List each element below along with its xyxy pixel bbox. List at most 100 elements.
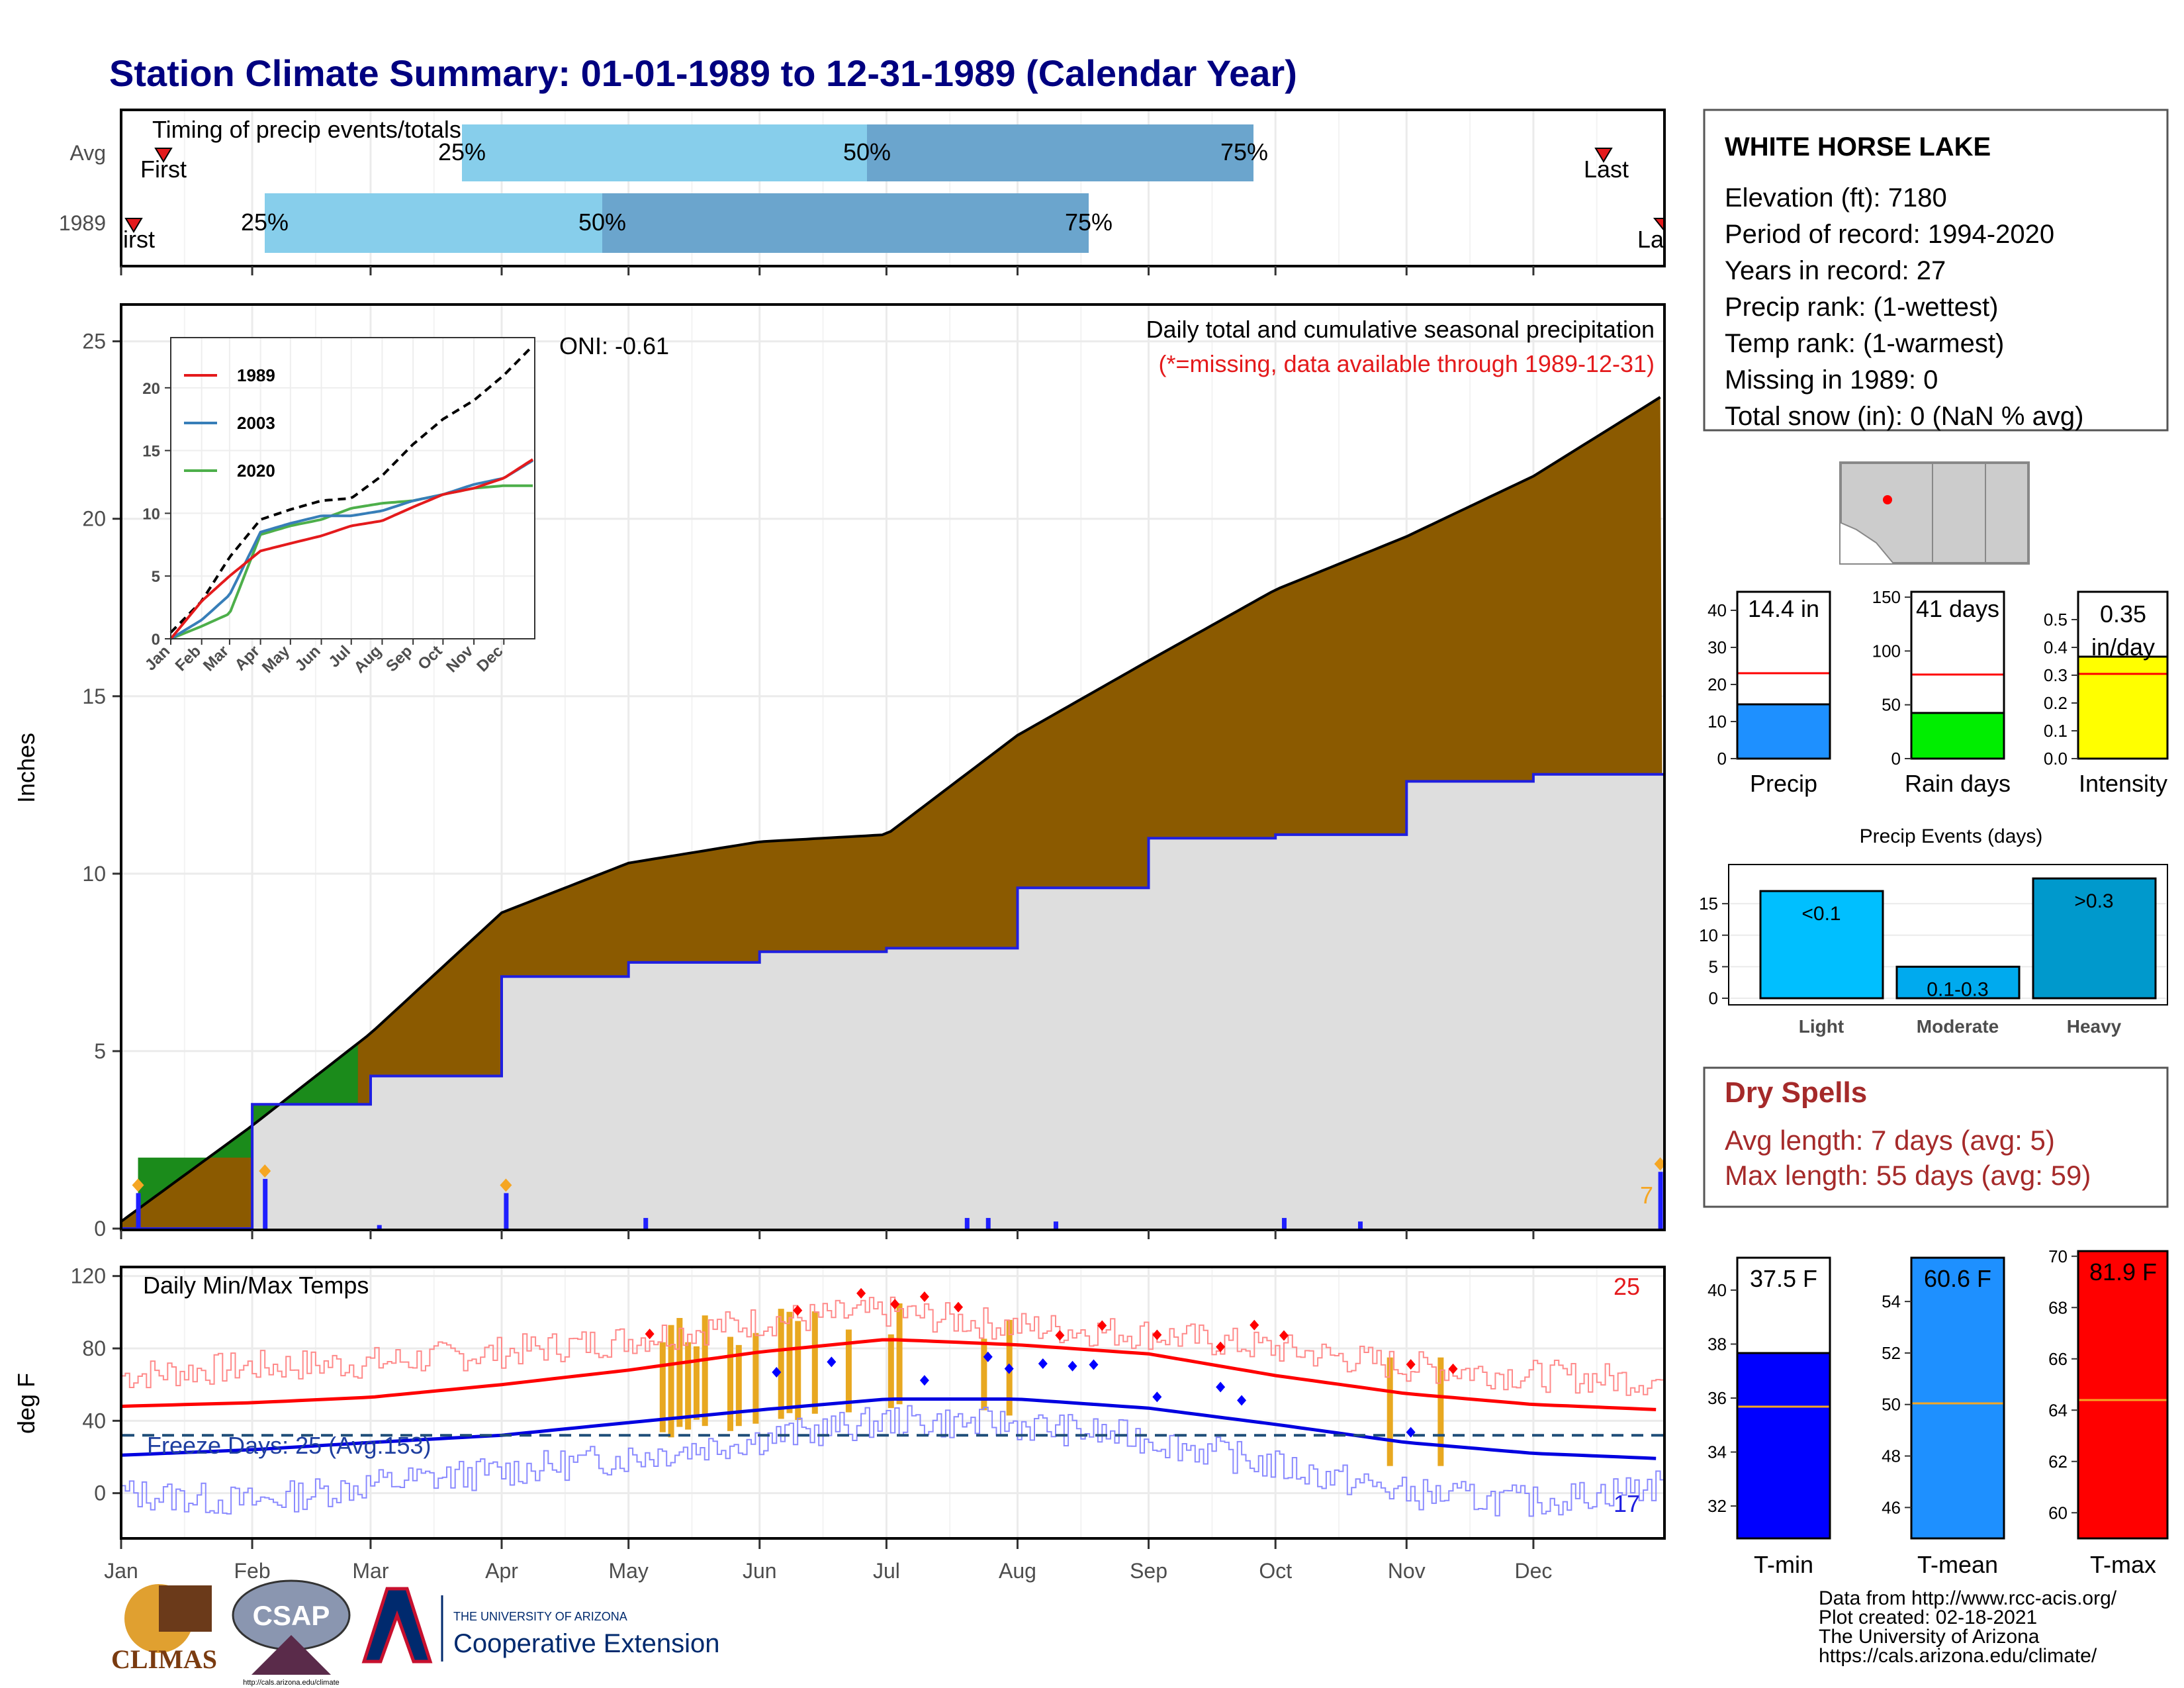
events-y-tick-label: 15 — [1699, 894, 1718, 914]
inset-legend-label: 2003 — [237, 413, 275, 433]
y-tick-label: 5 — [94, 1039, 106, 1063]
record-high-marker — [1216, 1341, 1226, 1352]
record-high-marker — [1250, 1319, 1259, 1331]
temp-range-bar — [676, 1318, 683, 1427]
temp-range-bar — [727, 1336, 734, 1431]
temp-range-bar — [685, 1342, 692, 1430]
mini-y-tick-label: 150 — [1872, 587, 1901, 607]
month-tick-label: May — [608, 1559, 648, 1583]
freeze-days-label: Freeze Days: 25 (Avg:153) — [147, 1432, 432, 1459]
station-location-dot — [1883, 495, 1892, 504]
station-line-4: Precip rank: (1-wettest) — [1725, 293, 1998, 322]
avg-min-line — [120, 1397, 1657, 1460]
y1989-first-marker — [124, 218, 143, 233]
intensity-mini-chart: 0.35 in/day Intensity 0.0 0.1 0.2 0.3 0.4 0.5 — [2044, 590, 2169, 797]
station-line-3: Years in record: 27 — [1725, 256, 1946, 285]
inset-x-tick-label: Nov — [443, 642, 477, 677]
y1989-q25-q50-bar — [265, 193, 602, 253]
cold-day-count: 17 — [1614, 1490, 1640, 1517]
tmax-bar — [2077, 1250, 2169, 1540]
daily-precip-bar — [643, 1217, 649, 1229]
mini-y-tick-label: 38 — [1707, 1334, 1727, 1354]
mini-y-tick-label: 32 — [1707, 1496, 1727, 1516]
month-tick-label: Aug — [999, 1559, 1036, 1583]
inset-y-tick-label: 0 — [152, 631, 160, 649]
inset-frame — [170, 337, 535, 639]
avg-cumulative-line — [120, 396, 1661, 1223]
temp-range-bar — [778, 1309, 784, 1419]
precip-mini-frame — [1736, 590, 1831, 760]
max-precip-marker — [132, 1178, 144, 1192]
temp-range-bar — [1437, 1357, 1444, 1466]
inset-x-tick-label: May — [259, 642, 294, 677]
climas-logo-text: CLIMAS — [111, 1644, 217, 1674]
station-line-1: Elevation (ft): 7180 — [1725, 183, 1947, 212]
y-tick-label: 40 — [82, 1409, 106, 1432]
raindays-mini-frame — [1910, 590, 2005, 760]
event-bar-label: >0.3 — [2074, 890, 2113, 912]
mini-y-tick-label: 10 — [1707, 712, 1727, 731]
inset-x-tick-label: Sep — [383, 642, 416, 675]
mini-y-tick-label: 52 — [1882, 1343, 1901, 1363]
record-low-marker — [1152, 1391, 1162, 1403]
uofa-a-icon — [361, 1587, 433, 1664]
mini-y-tick-label: 0.0 — [2044, 749, 2068, 769]
inset-y-tick-label: 20 — [142, 380, 160, 398]
mini-y-tick-label: 36 — [1707, 1388, 1727, 1408]
tmean-chart: 60.6 F T-mean 46 48 50 52 54 — [1882, 1256, 2005, 1578]
mini-y-tick-label: 64 — [2048, 1400, 2068, 1420]
uofa-logo: THE UNIVERSITY OF ARIZONA Cooperative Ex… — [361, 1587, 719, 1664]
y1989-q25-label: 25% — [241, 209, 289, 236]
month-tick-label: Jul — [873, 1559, 900, 1583]
events-y-tick-label: 10 — [1699, 925, 1718, 945]
climas-logo: CLIMAS — [111, 1584, 217, 1674]
record-high-marker — [645, 1329, 655, 1340]
daily-precip-bar — [1658, 1172, 1663, 1229]
events-x-label: Light — [1799, 1016, 1844, 1037]
y1989-q50-label: 50% — [578, 209, 626, 236]
y1989-first-label: irst — [123, 226, 155, 253]
inset-x-tick-label: Apr — [232, 642, 263, 674]
tmax-frame — [2077, 1250, 2169, 1540]
events-x-label: Heavy — [2067, 1016, 2122, 1037]
event-bar-light — [1759, 890, 1884, 1000]
tmean-value: 60.6 F — [1924, 1265, 1991, 1292]
mini-y-tick-label: 0.1 — [2044, 721, 2068, 741]
y-tick-label: 20 — [82, 507, 106, 531]
month-tick-label: Apr — [485, 1559, 518, 1583]
inset-legend-label: 1989 — [237, 365, 275, 385]
precip-total-bar — [1736, 703, 1831, 760]
timing-panel: Timing of precip events/totals Avg 1989 … — [59, 109, 1666, 275]
climas-mesa-icon — [159, 1585, 212, 1632]
precip-mini-label: Precip — [1750, 770, 1817, 797]
record-low-marker — [983, 1351, 993, 1362]
event-bar-label: 0.1-0.3 — [1927, 978, 1988, 1000]
precip-events-chart: Precip Events (days) <0.1 0.1-0.3 >0.3 0 5 1… — [1699, 825, 2168, 1037]
record-high-marker — [1097, 1320, 1107, 1331]
mini-y-tick-label: 0.4 — [2044, 637, 2068, 657]
daily-precip-bar — [504, 1193, 509, 1229]
csap-logo-text: CSAP — [253, 1600, 330, 1631]
station-info-box — [1703, 109, 2169, 432]
tmax-chart: 81.9 F T-max 60 62 64 66 68 70 — [2048, 1246, 2169, 1578]
daily-precip-bar — [1281, 1217, 1287, 1229]
tmin-bar — [1736, 1352, 1831, 1540]
mini-y-tick-label: 40 — [1707, 600, 1727, 620]
precip-frame — [120, 303, 1666, 1231]
cumulative-precip-area — [121, 717, 1664, 1229]
footer-line-2: Plot created: 02-18-2021 — [1819, 1607, 2037, 1628]
record-high-marker — [793, 1305, 803, 1316]
max-precip-marker — [500, 1178, 512, 1192]
record-high-marker — [1406, 1359, 1416, 1370]
y1989-last-label: La — [1637, 226, 1664, 253]
row-label-1989: 1989 — [59, 211, 106, 235]
record-low-marker — [772, 1367, 782, 1378]
mini-y-tick-label: 0 — [1891, 749, 1901, 769]
mini-y-tick-label: 0.3 — [2044, 665, 2068, 685]
event-bar-label: <0.1 — [1801, 903, 1841, 925]
mini-y-tick-label: 50 — [1882, 1395, 1901, 1415]
mini-y-tick-label: 40 — [1707, 1280, 1727, 1300]
month-tick-label: Dec — [1514, 1559, 1552, 1583]
uofa-small-text: THE UNIVERSITY OF ARIZONA — [453, 1610, 627, 1623]
